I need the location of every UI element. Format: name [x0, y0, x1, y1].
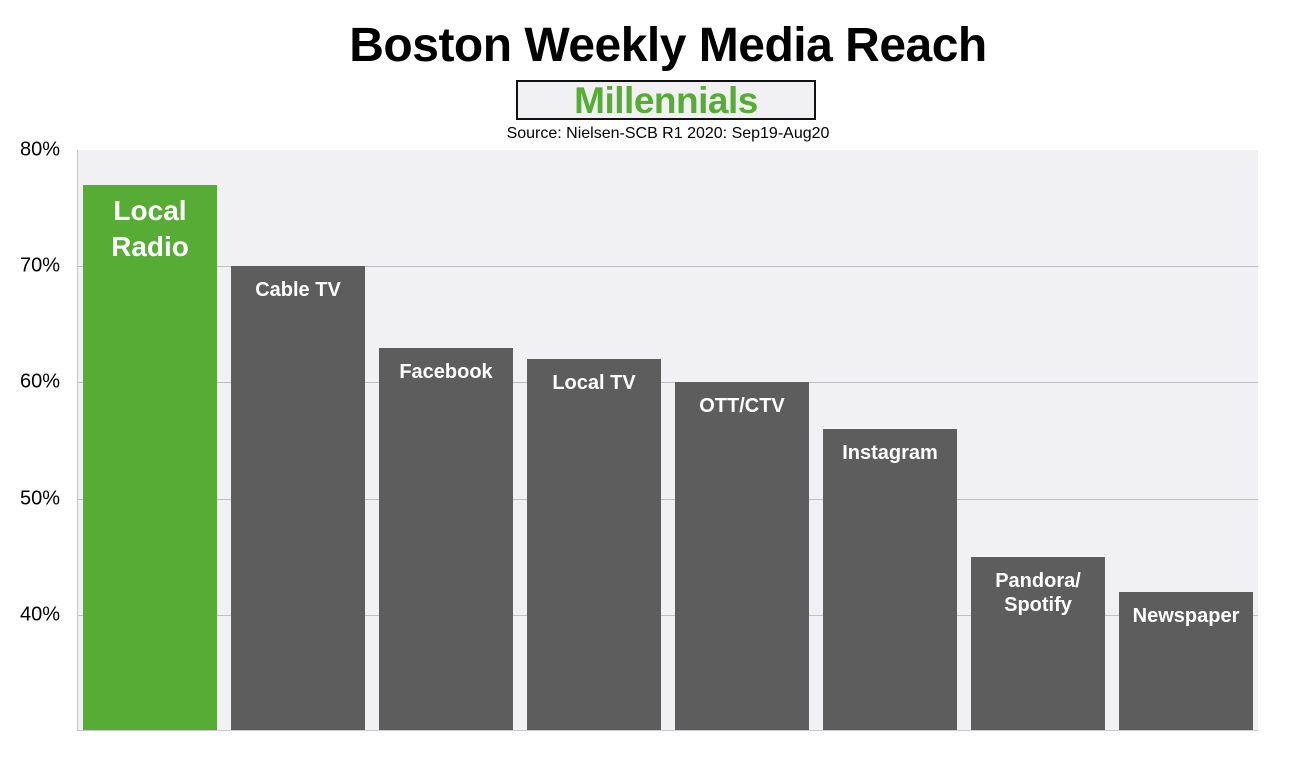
- gridline: [78, 266, 1258, 268]
- y-tick-label: 70%: [19, 254, 60, 277]
- chart-title: Boston Weekly Media Reach: [349, 19, 987, 72]
- bar-pandora-spotify: Pandora/ Spotify: [971, 556, 1105, 730]
- gridline: [78, 498, 1258, 500]
- bar-newspaper: Newspaper: [1119, 591, 1253, 730]
- y-tick-label: 60%: [19, 370, 60, 393]
- bar-label: Newspaper: [1132, 604, 1240, 627]
- bar-label: Local Radio: [111, 194, 189, 262]
- bar-cable-tv: Cable TV: [231, 266, 365, 730]
- bar-label: Cable TV: [255, 279, 341, 302]
- bar-facebook: Facebook: [379, 347, 513, 730]
- bar-label: Facebook: [399, 360, 493, 383]
- y-tick-label: 80%: [19, 138, 60, 161]
- bar-label: OTT/CTV: [699, 395, 785, 418]
- source-note: Source: Nielsen-SCB R1 2020: Sep19-Aug20: [506, 125, 830, 142]
- bar-instagram: Instagram: [823, 428, 957, 730]
- bar-local-radio: Local Radio: [83, 184, 217, 730]
- plot-area: Local Radio Cable TV Facebook Local TV OTT/C…: [77, 150, 1258, 731]
- y-tick-label: 40%: [19, 603, 60, 626]
- y-tick-label: 50%: [19, 487, 60, 510]
- bar-local-tv: Local TV: [527, 359, 661, 730]
- subtitle-box: Millennials: [516, 80, 816, 120]
- bar-label: Instagram: [842, 441, 938, 464]
- gridline: [78, 382, 1258, 384]
- bar-label: Local TV: [552, 372, 636, 395]
- bar-ott-ctv: OTT/CTV: [675, 382, 809, 730]
- bar-label: Pandora/ Spotify: [995, 569, 1081, 616]
- gridline: [78, 614, 1258, 616]
- chart-subtitle: Millennials: [574, 80, 758, 121]
